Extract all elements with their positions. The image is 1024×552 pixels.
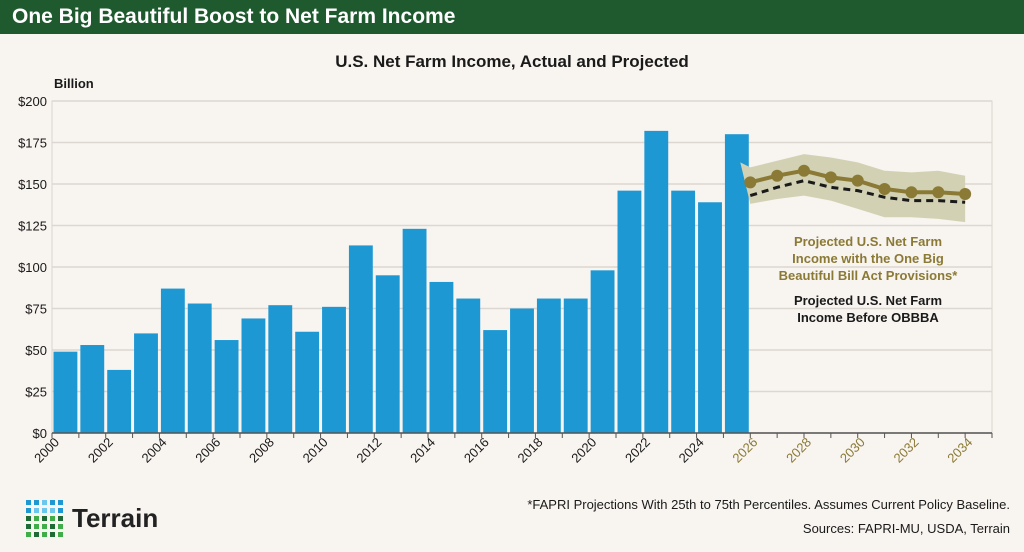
obbba-point-2032 bbox=[905, 186, 918, 199]
obbba-point-2034 bbox=[959, 187, 972, 200]
logo-text: Terrain bbox=[72, 503, 159, 533]
bar-2018 bbox=[536, 298, 561, 433]
bar-2008 bbox=[268, 305, 293, 433]
bar-2009 bbox=[295, 331, 320, 433]
bar-2007 bbox=[241, 318, 266, 433]
header-title: One Big Beautiful Boost to Net Farm Inco… bbox=[0, 0, 1024, 34]
y-tick-label: $50 bbox=[25, 343, 47, 358]
bar-2011 bbox=[348, 245, 373, 433]
x-tick-label: 2006 bbox=[192, 435, 223, 466]
obbba-point-2027 bbox=[771, 169, 784, 182]
obbba-annotation: Income with the One Big bbox=[792, 251, 944, 266]
obbba-point-2030 bbox=[851, 174, 864, 187]
y-tick-label: $200 bbox=[18, 94, 47, 109]
y-tick-label: $25 bbox=[25, 385, 47, 400]
x-tick-label: 2014 bbox=[407, 435, 438, 466]
y-tick-label: $175 bbox=[18, 136, 47, 151]
x-tick-label: 2034 bbox=[944, 435, 975, 466]
obbba-point-2029 bbox=[824, 171, 837, 184]
y-tick-label: $150 bbox=[18, 177, 47, 192]
bar-2015 bbox=[456, 298, 481, 433]
bar-2013 bbox=[402, 228, 427, 433]
bar-2017 bbox=[510, 308, 534, 433]
y-tick-label: $0 bbox=[33, 426, 47, 441]
x-tick-label: 2012 bbox=[353, 435, 384, 466]
chart-title: U.S. Net Farm Income, Actual and Project… bbox=[335, 52, 689, 71]
obbba-point-2026 bbox=[744, 176, 757, 189]
bar-2004 bbox=[160, 288, 185, 433]
y-tick-label: $75 bbox=[25, 302, 47, 317]
x-tick-label: 2030 bbox=[837, 435, 868, 466]
x-tick-label: 2024 bbox=[676, 435, 707, 466]
bar-2001 bbox=[80, 345, 105, 433]
bar-2024 bbox=[698, 202, 722, 433]
bar-2016 bbox=[483, 330, 508, 433]
obbba-annotation: Beautiful Bill Act Provisions* bbox=[779, 268, 959, 283]
bar-2020 bbox=[590, 270, 615, 433]
bar-2012 bbox=[375, 275, 400, 433]
x-tick-label: 2032 bbox=[891, 435, 922, 466]
before-obbba-line bbox=[749, 179, 966, 204]
x-tick-label: 2026 bbox=[729, 435, 760, 466]
x-tick-label: 2016 bbox=[461, 435, 492, 466]
footnote: *FAPRI Projections With 25th to 75th Per… bbox=[527, 497, 1010, 512]
bar-2002 bbox=[107, 369, 132, 433]
bar-2023 bbox=[671, 190, 696, 433]
bar-2000 bbox=[53, 351, 78, 433]
bar-2010 bbox=[322, 306, 346, 433]
y-tick-label: $100 bbox=[18, 260, 47, 275]
bar-2005 bbox=[187, 303, 212, 433]
y-axis-label: Billion bbox=[54, 76, 94, 91]
x-tick-label: 2028 bbox=[783, 435, 814, 466]
bar-2003 bbox=[134, 333, 158, 433]
x-tick-label: 2010 bbox=[300, 435, 331, 466]
bar-2014 bbox=[429, 281, 454, 433]
x-tick-label: 2004 bbox=[139, 435, 170, 466]
bar-2021 bbox=[617, 190, 642, 433]
obbba-point-2031 bbox=[878, 182, 891, 195]
x-tick-label: 2018 bbox=[515, 435, 546, 466]
y-tick-label: $125 bbox=[18, 219, 47, 234]
x-tick-label: 2022 bbox=[622, 435, 653, 466]
bar-2019 bbox=[563, 298, 588, 433]
x-tick-label: 2008 bbox=[246, 435, 277, 466]
x-tick-label: 2020 bbox=[568, 435, 599, 466]
obbba-annotation: Projected U.S. Net Farm bbox=[794, 234, 942, 249]
logo-mark-icon bbox=[26, 500, 63, 537]
bar-2006 bbox=[214, 340, 239, 433]
sources: Sources: FAPRI-MU, USDA, Terrain bbox=[802, 521, 1010, 536]
before-annotation: Income Before OBBBA bbox=[797, 310, 939, 325]
before-annotation: Projected U.S. Net Farm bbox=[794, 293, 942, 308]
bar-2022 bbox=[644, 130, 669, 433]
obbba-point-2028 bbox=[798, 164, 810, 177]
bar-2025 bbox=[724, 134, 749, 433]
x-tick-label: 2002 bbox=[85, 435, 116, 466]
obbba-point-2033 bbox=[932, 186, 945, 199]
terrain-logo: Terrain bbox=[26, 500, 158, 537]
